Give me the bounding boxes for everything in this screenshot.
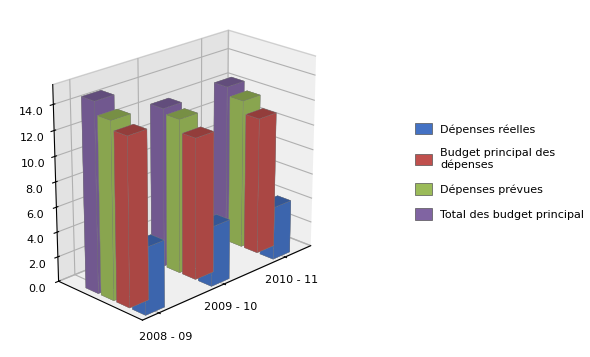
Legend: Dépenses réelles, Budget principal des
dépenses, Dépenses prévues, Total des bud: Dépenses réelles, Budget principal des d…	[415, 123, 585, 220]
